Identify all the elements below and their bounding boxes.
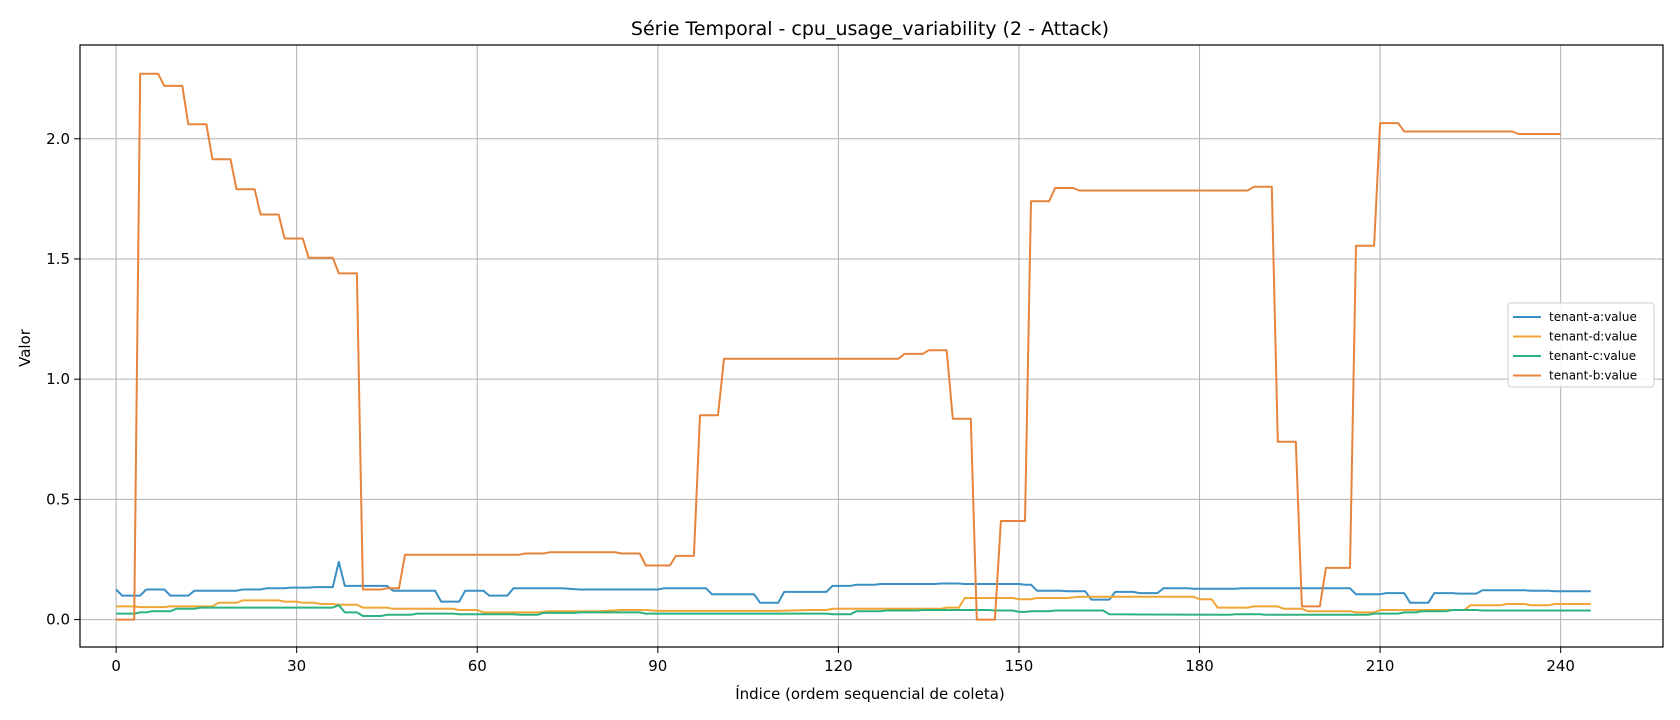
x-axis-ticks: 0 30 60 90 120 150 180 210 240 — [111, 647, 1575, 675]
series-lines — [115, 72, 1591, 621]
legend: tenant-a:value tenant-d:value tenant-c:val… — [1507, 302, 1655, 388]
y-tick-label: 0.0 — [46, 611, 70, 629]
x-tick-label: 30 — [287, 657, 306, 675]
series-line-3 — [116, 604, 1591, 617]
x-tick-label: 0 — [111, 657, 121, 675]
series-line-2 — [116, 595, 1591, 614]
grid-lines — [80, 45, 1663, 647]
y-axis-ticks: 0.0 0.5 1.0 1.5 2.0 — [46, 130, 80, 629]
y-tick-label: 1.5 — [46, 250, 70, 268]
legend-label: tenant-c:value — [1549, 349, 1636, 363]
legend-label: tenant-d:value — [1549, 330, 1637, 344]
chart-title: Série Temporal - cpu_usage_variability (… — [631, 18, 1109, 40]
x-tick-label: 240 — [1546, 657, 1575, 675]
series-line-1 — [115, 560, 1591, 604]
x-tick-label: 120 — [824, 657, 853, 675]
x-tick-label: 180 — [1185, 657, 1214, 675]
x-tick-label: 210 — [1366, 657, 1395, 675]
y-axis-label: Valor — [16, 328, 34, 367]
x-axis-label: Índice (ordem sequencial de coleta) — [735, 684, 1005, 703]
y-tick-label: 0.5 — [46, 490, 70, 508]
y-tick-label: 2.0 — [46, 130, 70, 148]
series-line-4 — [116, 72, 1561, 621]
legend-label: tenant-b:value — [1549, 369, 1637, 383]
x-tick-label: 90 — [648, 657, 667, 675]
legend-box — [1507, 302, 1655, 388]
plot-area-frame — [79, 44, 1664, 648]
x-tick-label: 150 — [1005, 657, 1034, 675]
legend-label: tenant-a:value — [1549, 310, 1637, 324]
y-tick-label: 1.0 — [46, 370, 70, 388]
x-tick-label: 60 — [468, 657, 487, 675]
